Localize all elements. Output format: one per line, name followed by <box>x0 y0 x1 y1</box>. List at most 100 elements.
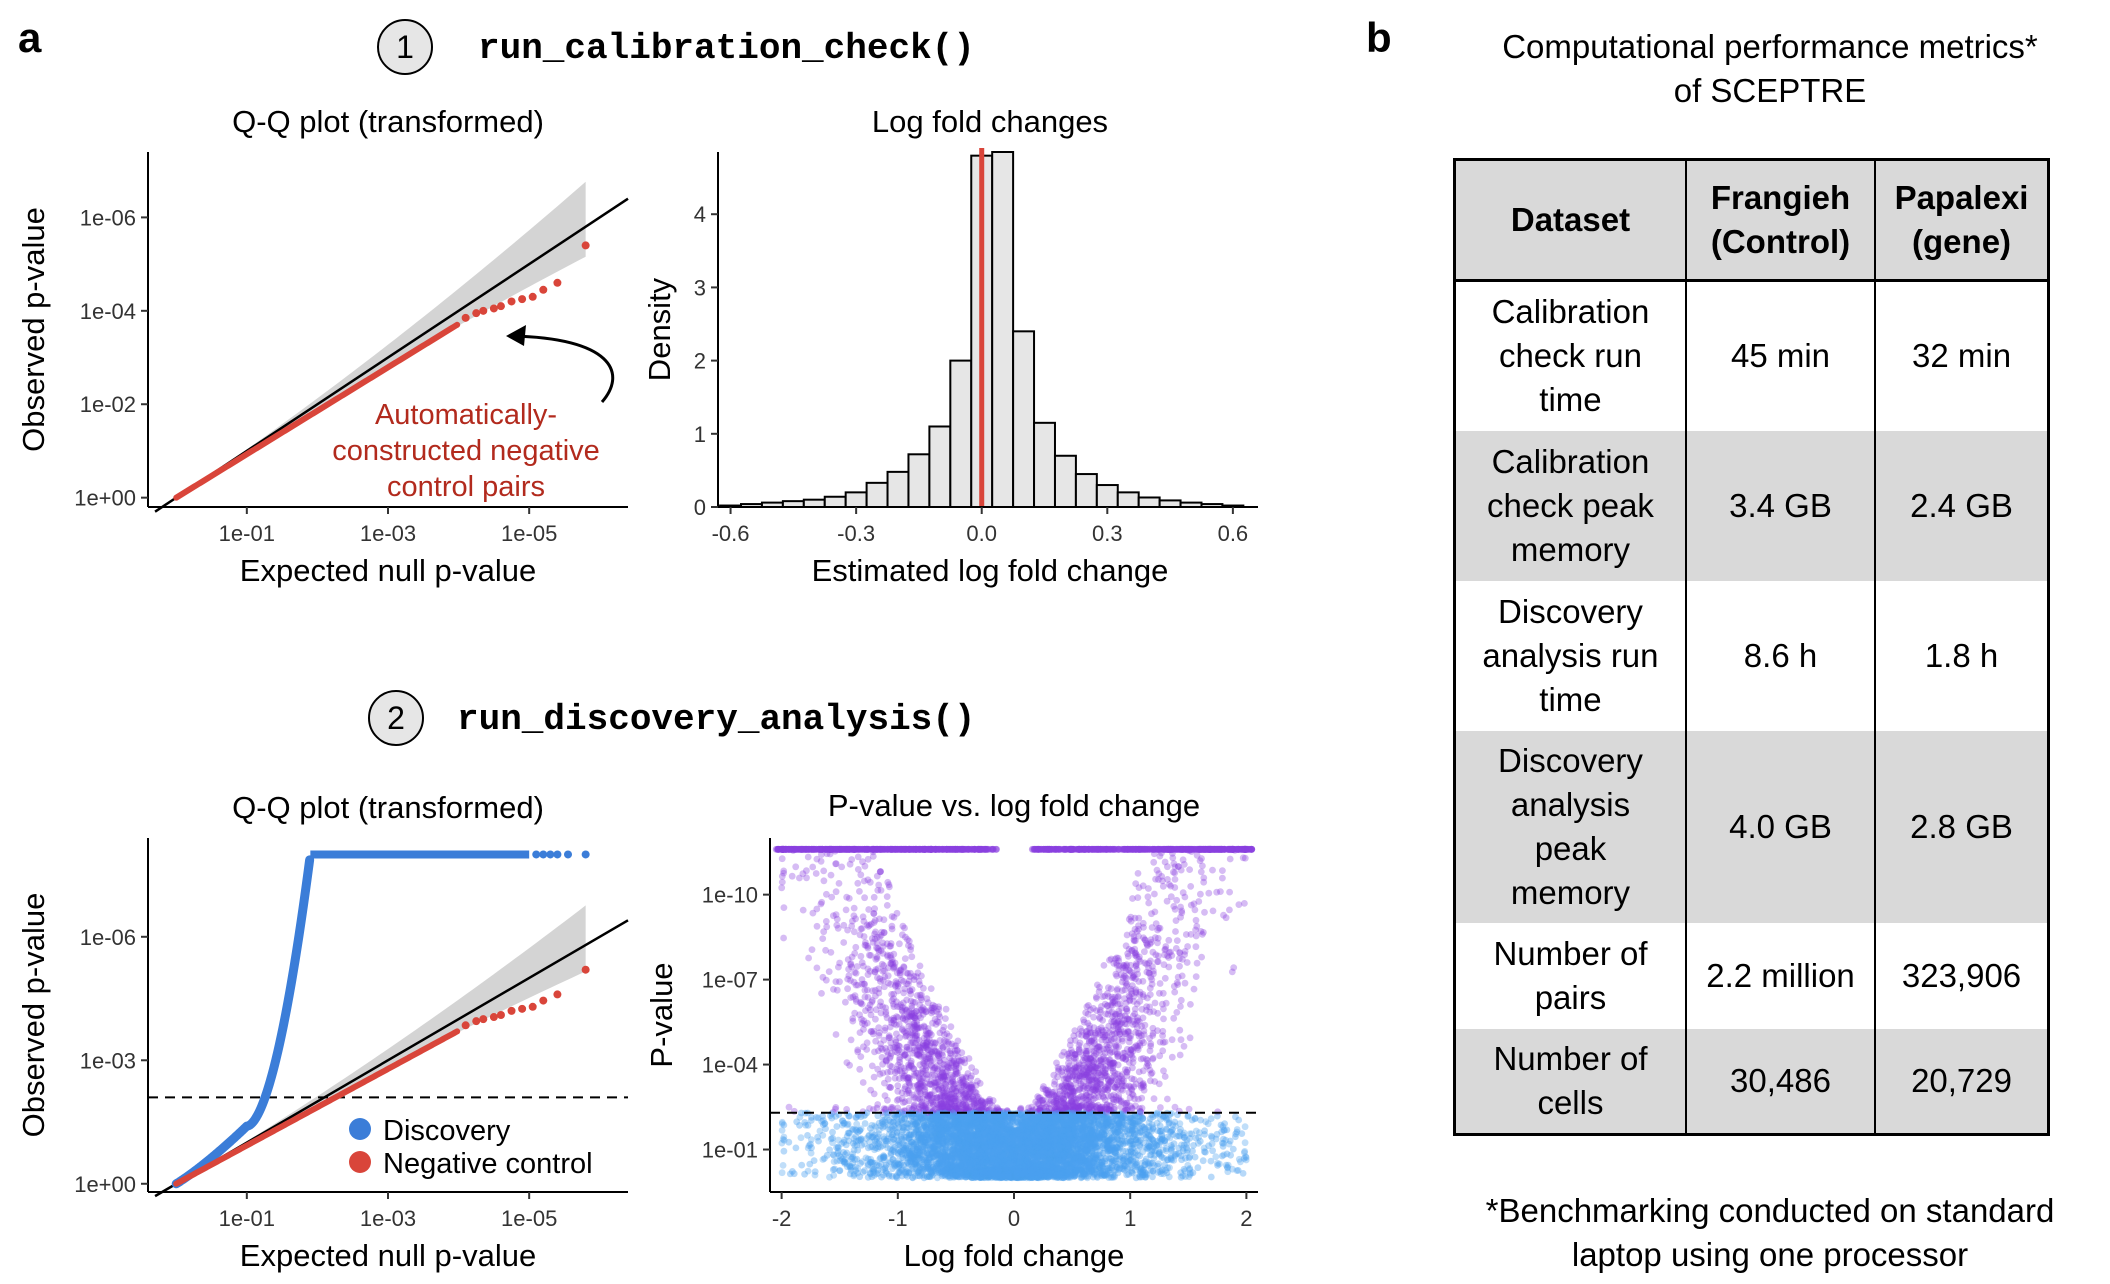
volcano-point <box>1124 1015 1131 1023</box>
volcano-point <box>995 1134 1002 1142</box>
confidence-band <box>176 905 586 1184</box>
volcano-point <box>1111 1048 1119 1056</box>
volcano-point <box>1186 866 1193 873</box>
volcano-point <box>904 1074 912 1082</box>
volcano-point <box>928 1132 936 1140</box>
volcano-point <box>1199 931 1206 938</box>
negative-control-point <box>472 1017 481 1026</box>
volcano-point <box>1095 1069 1102 1077</box>
negative-control-point <box>489 1013 498 1022</box>
volcano-point <box>986 1130 994 1138</box>
volcano-point <box>1192 916 1200 924</box>
volcano-point <box>1065 1115 1073 1123</box>
volcano-point <box>1057 1146 1065 1154</box>
volcano-point <box>970 1115 978 1122</box>
volcano-point <box>868 998 876 1006</box>
volcano-point <box>953 1087 960 1095</box>
volcano-point <box>1005 1172 1013 1179</box>
volcano-point <box>977 1127 985 1135</box>
volcano-point <box>1134 894 1142 901</box>
volcano-point <box>948 1135 955 1143</box>
volcano-point <box>1205 889 1213 897</box>
volcano-point <box>1089 1043 1096 1051</box>
volcano-point <box>957 1160 965 1168</box>
volcano-point <box>1049 1119 1057 1126</box>
volcano-point <box>1018 1162 1026 1170</box>
volcano-point <box>889 1156 897 1164</box>
volcano-point <box>845 895 853 902</box>
negative-control-point <box>539 285 548 294</box>
volcano-point <box>1104 1092 1112 1100</box>
volcano-point <box>1146 1066 1154 1074</box>
volcano-point <box>966 1090 974 1097</box>
volcano-point <box>1045 1145 1053 1152</box>
volcano-point <box>936 1131 944 1139</box>
volcano-point <box>1029 1167 1036 1175</box>
volcano-point <box>906 1131 913 1139</box>
volcano-point <box>1017 1171 1025 1179</box>
volcano-point <box>866 1006 874 1014</box>
volcano-point <box>780 869 787 877</box>
volcano-point <box>922 1042 930 1049</box>
x-tick-label: 1e-01 <box>219 1206 275 1231</box>
volcano-point <box>779 1162 787 1169</box>
y-tick-label: 1 <box>694 422 706 447</box>
volcano-point <box>973 1167 981 1175</box>
volcano-point <box>778 855 786 863</box>
volcano-point <box>1037 1169 1044 1176</box>
x-tick-label: 1e-03 <box>360 521 416 546</box>
volcano-point <box>1147 1070 1155 1078</box>
volcano-point <box>1038 1166 1046 1174</box>
x-tick-label: 1e-03 <box>360 1206 416 1231</box>
volcano-point <box>1110 1167 1118 1175</box>
volcano-point <box>856 1065 864 1073</box>
volcano-point <box>951 1121 959 1129</box>
volcano-point <box>1053 1163 1061 1171</box>
volcano-point <box>1098 1036 1106 1044</box>
volcano-point <box>951 1171 959 1179</box>
volcano-point <box>1197 868 1205 876</box>
volcano-point <box>1133 928 1141 935</box>
volcano-point <box>1049 1165 1057 1173</box>
panel-a-letter: a <box>18 14 42 61</box>
volcano-point <box>1126 1034 1134 1042</box>
volcano-point <box>1119 1037 1126 1045</box>
volcano-point <box>879 1069 887 1077</box>
volcano-point <box>1166 881 1173 888</box>
negative-control-point <box>479 1015 488 1024</box>
volcano-point <box>805 954 812 962</box>
volcano-point <box>861 993 869 1001</box>
volcano-point <box>1129 1105 1136 1113</box>
volcano-point <box>975 1170 982 1178</box>
volcano-point <box>976 1165 984 1173</box>
volcano-point <box>807 1149 815 1157</box>
volcano-point <box>1096 1153 1104 1161</box>
volcano-point <box>1168 1036 1176 1044</box>
volcano-point <box>883 1114 891 1121</box>
annotation-text: constructed negative <box>332 435 600 467</box>
volcano-point <box>1118 1020 1125 1027</box>
volcano-point <box>856 1029 864 1036</box>
volcano-point <box>1069 1129 1076 1136</box>
volcano-point <box>1014 1163 1021 1171</box>
volcano-point <box>952 1092 960 1100</box>
volcano-point <box>1100 1033 1108 1041</box>
volcano-point <box>977 1173 985 1181</box>
volcano-point <box>1014 1152 1022 1160</box>
volcano-point <box>1219 874 1226 882</box>
volcano-point <box>993 1135 1001 1143</box>
volcano-point <box>1052 1122 1060 1130</box>
volcano-point <box>1014 1169 1021 1177</box>
volcano-point <box>1093 1160 1101 1168</box>
volcano-point <box>1024 1129 1031 1137</box>
volcano-point <box>1181 979 1189 987</box>
volcano-point <box>864 876 872 884</box>
y-axis-label: Observed p-value <box>16 207 51 452</box>
volcano-point <box>923 1157 930 1164</box>
volcano-point <box>1024 1118 1032 1126</box>
volcano-point <box>954 1138 962 1146</box>
volcano-point <box>935 1159 942 1167</box>
volcano-point <box>867 1143 874 1151</box>
histogram-bar <box>907 453 931 509</box>
